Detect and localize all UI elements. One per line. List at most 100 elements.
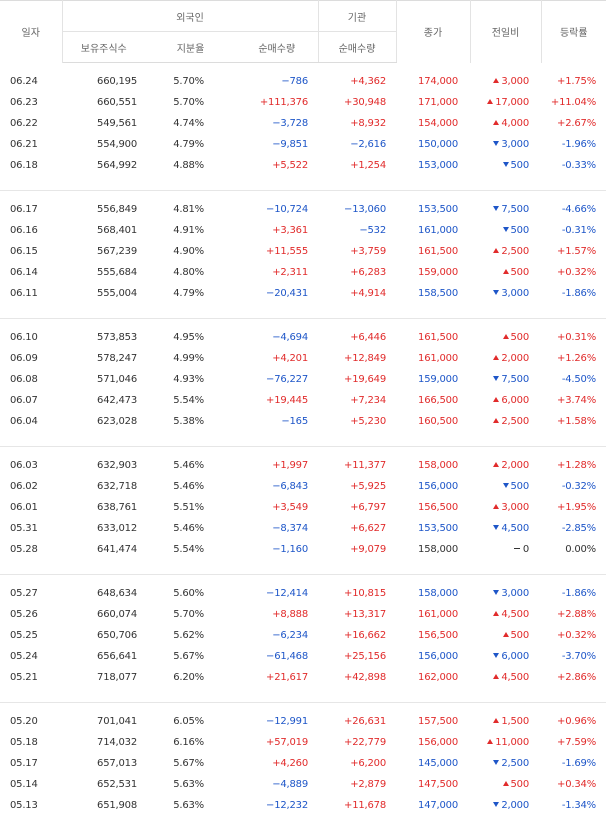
header-share: 지분율 — [145, 32, 236, 63]
header-foreign-net: 순매수량 — [236, 32, 318, 63]
cell-change: 500 — [470, 155, 541, 176]
cell-holdings: 554,900 — [62, 134, 145, 155]
cell-holdings: 660,195 — [62, 71, 145, 92]
cell-rate: +1.28% — [541, 455, 606, 476]
cell-date: 06.23 — [0, 92, 62, 113]
cell-close: 161,000 — [396, 604, 470, 625]
cell-change: 4,500 — [470, 518, 541, 539]
cell-rate: +0.34% — [541, 774, 606, 795]
cell-share: 5.70% — [145, 71, 236, 92]
cell-share: 4.88% — [145, 155, 236, 176]
cell-share: 5.62% — [145, 625, 236, 646]
cell-date: 06.09 — [0, 348, 62, 369]
cell-inst-net: +4,362 — [318, 71, 396, 92]
cell-holdings: 555,684 — [62, 262, 145, 283]
cell-change: 500 — [470, 262, 541, 283]
cell-foreign-net: +4,201 — [236, 348, 318, 369]
cell-rate: -1.96% — [541, 134, 606, 155]
triangle-up-icon — [503, 269, 509, 274]
cell-share: 4.99% — [145, 348, 236, 369]
cell-change-value: 500 — [511, 160, 530, 171]
triangle-up-icon — [487, 99, 493, 104]
cell-foreign-net: −4,889 — [236, 774, 318, 795]
cell-share: 5.67% — [145, 753, 236, 774]
cell-holdings: 564,992 — [62, 155, 145, 176]
cell-date: 06.14 — [0, 262, 62, 283]
cell-change-value: 1,500 — [501, 716, 529, 727]
cell-share: 5.63% — [145, 795, 236, 816]
cell-date: 06.07 — [0, 390, 62, 411]
cell-foreign-net: −61,468 — [236, 646, 318, 667]
cell-inst-net: +26,631 — [318, 711, 396, 732]
cell-date: 06.02 — [0, 476, 62, 497]
cell-holdings: 632,903 — [62, 455, 145, 476]
cell-close: 162,000 — [396, 667, 470, 688]
cell-change-value: 2,000 — [501, 800, 529, 811]
cell-holdings: 648,634 — [62, 583, 145, 604]
cell-foreign-net: +2,311 — [236, 262, 318, 283]
dash-icon — [514, 548, 520, 549]
cell-rate: +2.86% — [541, 667, 606, 688]
triangle-up-icon — [493, 397, 499, 402]
cell-share: 5.51% — [145, 497, 236, 518]
cell-share: 4.74% — [145, 113, 236, 134]
cell-change: 0 — [470, 539, 541, 560]
cell-close: 158,000 — [396, 583, 470, 604]
cell-rate: +7.59% — [541, 732, 606, 753]
cell-share: 6.05% — [145, 711, 236, 732]
cell-inst-net: −2,616 — [318, 134, 396, 155]
cell-holdings: 642,473 — [62, 390, 145, 411]
cell-change: 6,000 — [470, 646, 541, 667]
triangle-down-icon — [493, 141, 499, 146]
triangle-up-icon — [493, 418, 499, 423]
cell-date: 05.25 — [0, 625, 62, 646]
cell-inst-net: +7,234 — [318, 390, 396, 411]
cell-share: 4.81% — [145, 199, 236, 220]
cell-rate: +11.04% — [541, 92, 606, 113]
cell-date: 06.21 — [0, 134, 62, 155]
cell-change-value: 3,000 — [501, 288, 529, 299]
cell-inst-net: +6,446 — [318, 327, 396, 348]
cell-holdings: 718,077 — [62, 667, 145, 688]
cell-change: 4,500 — [470, 667, 541, 688]
cell-change: 4,500 — [470, 604, 541, 625]
cell-date: 06.24 — [0, 71, 62, 92]
cell-change-value: 7,500 — [501, 374, 529, 385]
cell-rate: +0.32% — [541, 625, 606, 646]
cell-foreign-net: −12,414 — [236, 583, 318, 604]
cell-holdings: 714,032 — [62, 732, 145, 753]
triangle-up-icon — [503, 632, 509, 637]
cell-change: 500 — [470, 774, 541, 795]
triangle-down-icon — [493, 590, 499, 595]
cell-close: 161,000 — [396, 220, 470, 241]
header-holdings: 보유주식수 — [62, 32, 145, 63]
cell-date: 06.18 — [0, 155, 62, 176]
cell-change: 2,500 — [470, 241, 541, 262]
cell-rate: -2.85% — [541, 518, 606, 539]
cell-change: 17,000 — [470, 92, 541, 113]
cell-foreign-net: −165 — [236, 411, 318, 432]
triangle-down-icon — [503, 227, 509, 232]
triangle-down-icon — [493, 290, 499, 295]
cell-close: 145,000 — [396, 753, 470, 774]
cell-holdings: 571,046 — [62, 369, 145, 390]
cell-inst-net: −13,060 — [318, 199, 396, 220]
cell-share: 5.46% — [145, 518, 236, 539]
cell-date: 05.24 — [0, 646, 62, 667]
cell-date: 05.18 — [0, 732, 62, 753]
triangle-down-icon — [503, 162, 509, 167]
cell-share: 5.54% — [145, 390, 236, 411]
cell-change: 11,000 — [470, 732, 541, 753]
cell-inst-net: +3,759 — [318, 241, 396, 262]
